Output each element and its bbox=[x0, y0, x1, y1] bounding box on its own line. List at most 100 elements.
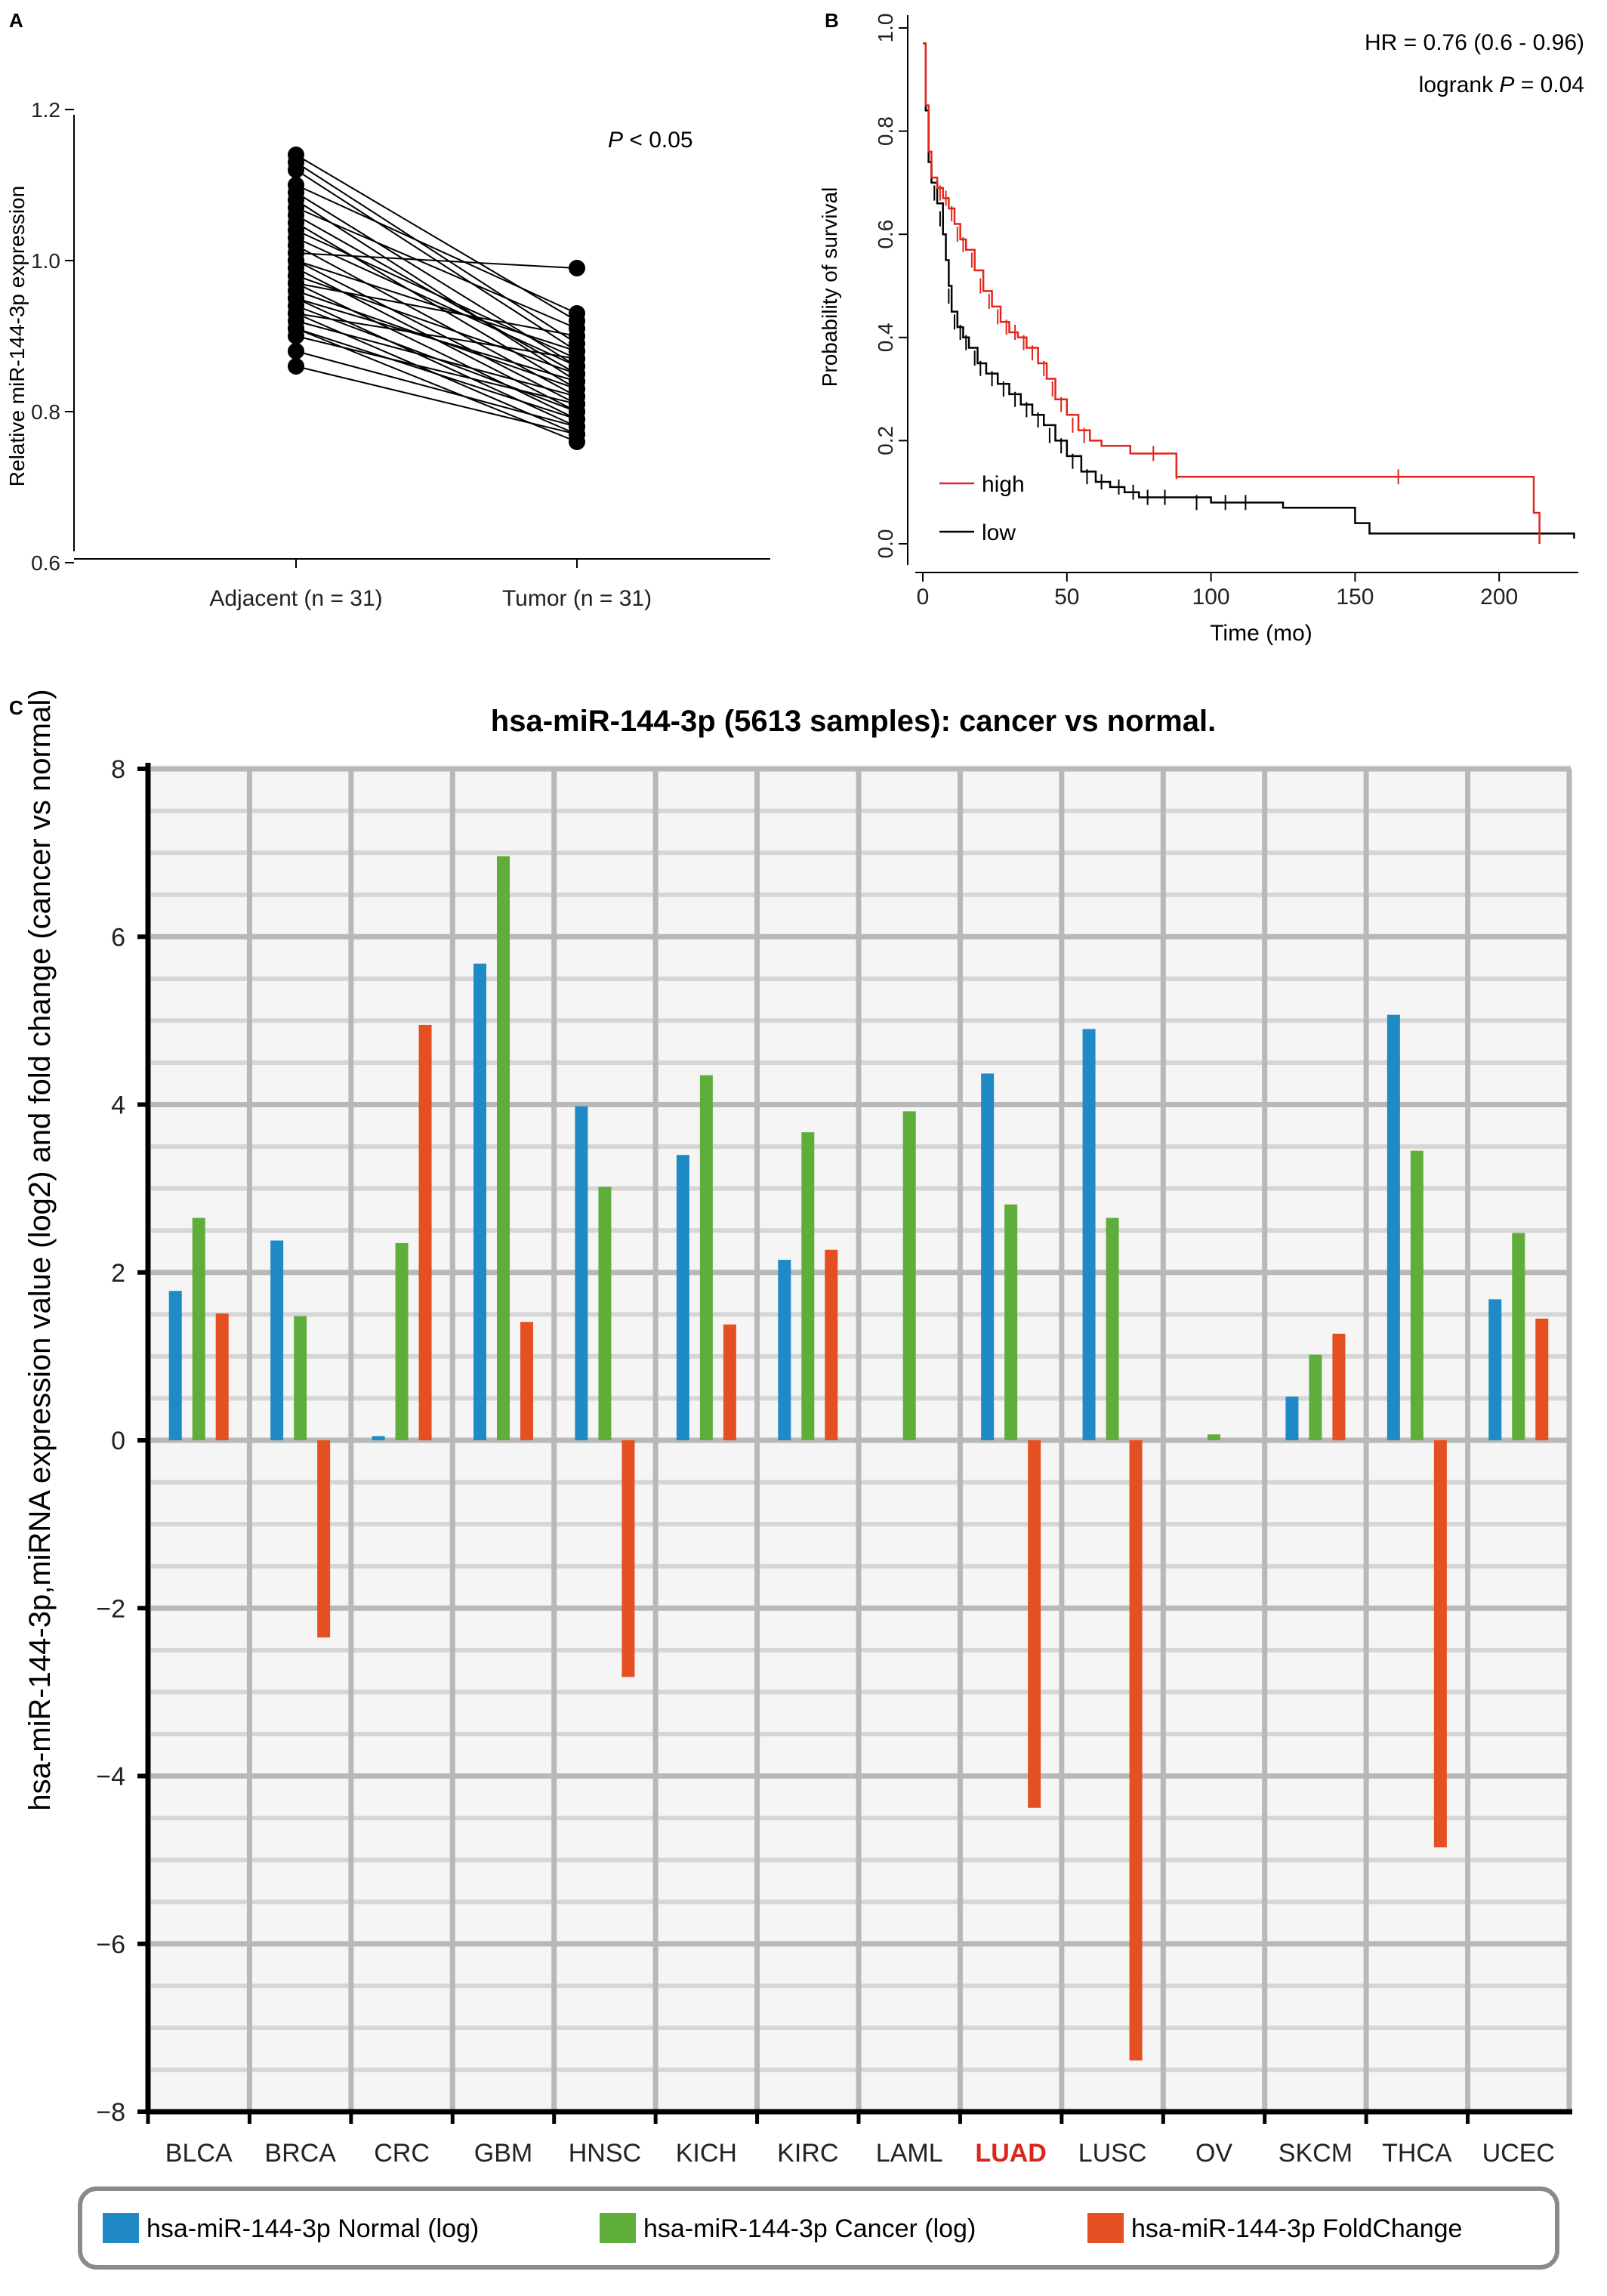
bar-skcm-cancer bbox=[1309, 1354, 1322, 1440]
legend-high-label: high bbox=[982, 472, 1025, 497]
bar-thca-normal bbox=[1386, 1014, 1400, 1440]
legend-cancer-swatch bbox=[600, 2213, 636, 2243]
panel-a-p-value: P < 0.05 bbox=[608, 128, 693, 153]
panel-b-hazard-ratio: HR = 0.76 (0.6 - 0.96) bbox=[1365, 30, 1584, 55]
pair-line bbox=[295, 298, 578, 382]
panel-b-y-ticks: 0.0 0.2 0.4 0.6 0.8 1.0 bbox=[874, 14, 908, 558]
y-tick-label: 8 bbox=[111, 755, 125, 784]
bar-gbm-cancer bbox=[497, 856, 510, 1440]
bar-kirc-foldchange bbox=[825, 1249, 838, 1440]
x-category-label: GBM bbox=[474, 2139, 532, 2168]
bar-kirc-normal bbox=[778, 1260, 791, 1440]
panel-a-y-axis-label: Relative miR-144-3p expression bbox=[5, 186, 29, 486]
tumor-point bbox=[569, 260, 585, 276]
bar-laml-cancer bbox=[902, 1111, 916, 1440]
legend-foldchange-swatch bbox=[1087, 2213, 1124, 2243]
panel-a-data bbox=[288, 147, 585, 450]
x-category-label: BLCA bbox=[165, 2139, 233, 2168]
x-category-label: LAML bbox=[876, 2139, 943, 2168]
y-tick-label: 1.0 bbox=[874, 14, 897, 43]
x-tick-label: 200 bbox=[1480, 585, 1518, 609]
panel-b-curves bbox=[923, 42, 1575, 544]
bar-skcm-normal bbox=[1285, 1396, 1299, 1440]
panel-c-title: hsa-miR-144-3p (5613 samples): cancer vs… bbox=[491, 705, 1216, 738]
pair-line bbox=[295, 335, 578, 405]
adjacent-point bbox=[288, 162, 304, 178]
y-tick-label: −4 bbox=[96, 1763, 125, 1791]
panel-a: A 0.6 0.8 1.0 1.2 Adjacent (n = 31) Tumor (n… bbox=[5, 9, 770, 611]
pair-line bbox=[295, 162, 578, 344]
panel-c-y-axis-label: hsa-miR-144-3p,miRNA expression value (l… bbox=[23, 689, 57, 1810]
x-category-label: SKCM bbox=[1279, 2139, 1353, 2168]
panel-c-x-ticks: BLCA BRCA CRC GBM HNSC KICH KIRC LAML LUAD LUSC OV… bbox=[146, 2112, 1555, 2168]
tumor-point bbox=[569, 305, 585, 322]
bar-lusc-foldchange bbox=[1129, 1440, 1143, 2061]
adjacent-point bbox=[288, 358, 304, 375]
x-tick-label: 150 bbox=[1336, 585, 1374, 609]
panel-c-label: C bbox=[9, 696, 23, 719]
panel-b-label: B bbox=[825, 9, 839, 32]
y-tick-label: 6 bbox=[111, 923, 125, 952]
bar-ov-cancer bbox=[1208, 1434, 1220, 1440]
panel-c-y-ticks: −8 −6 −4 −2 0 2 4 6 8 bbox=[96, 755, 148, 2127]
pair-line bbox=[295, 313, 578, 360]
panel-b-axes bbox=[907, 15, 1578, 573]
pair-line bbox=[295, 237, 578, 367]
y-tick-label: −8 bbox=[96, 2098, 125, 2127]
bar-thca-foldchange bbox=[1433, 1440, 1447, 1847]
bar-blca-normal bbox=[168, 1291, 182, 1440]
bar-kich-cancer bbox=[699, 1075, 713, 1440]
panel-b-x-axis-label: Time (mo) bbox=[1210, 621, 1312, 646]
tumor-point bbox=[569, 328, 585, 344]
pair-line bbox=[295, 260, 578, 352]
bar-lusc-normal bbox=[1082, 1029, 1096, 1440]
y-tick-label: 0.8 bbox=[31, 400, 60, 424]
bar-lusc-cancer bbox=[1106, 1217, 1119, 1440]
panel-c-legend: hsa-miR-144-3p Normal (log) hsa-miR-144-… bbox=[78, 2186, 1559, 2270]
adjacent-point bbox=[288, 328, 304, 344]
legend-normal-swatch bbox=[103, 2213, 139, 2243]
x-tick-label: 50 bbox=[1054, 585, 1079, 609]
panel-a-y-ticks: 0.6 0.8 1.0 1.2 bbox=[31, 98, 74, 575]
y-tick-label: −2 bbox=[96, 1594, 125, 1623]
panel-b-y-axis-label: Probability of survival bbox=[818, 187, 841, 387]
pair-line bbox=[295, 230, 578, 360]
bar-brca-normal bbox=[270, 1240, 284, 1440]
x-category-label: OV bbox=[1195, 2139, 1232, 2168]
bar-ucec-cancer bbox=[1512, 1233, 1525, 1440]
y-tick-label: 4 bbox=[111, 1091, 125, 1120]
pair-line bbox=[295, 282, 578, 337]
y-tick-label: 0.4 bbox=[874, 322, 897, 352]
x-category-label: HNSC bbox=[569, 2139, 641, 2168]
tumor-point bbox=[569, 396, 585, 412]
bar-skcm-foldchange bbox=[1332, 1333, 1346, 1440]
pair-line bbox=[295, 282, 578, 420]
low-survival-curve bbox=[923, 42, 1575, 539]
panel-a-x-ticks: Adjacent (n = 31) Tumor (n = 31) bbox=[209, 559, 652, 611]
x-category-label: CRC bbox=[374, 2139, 430, 2168]
x-category-label: LUAD bbox=[975, 2139, 1046, 2168]
panel-c-grid bbox=[151, 766, 1572, 2112]
high-survival-curve bbox=[923, 42, 1541, 544]
bar-gbm-normal bbox=[473, 963, 486, 1440]
panel-a-label: A bbox=[9, 9, 23, 32]
pair-line bbox=[295, 260, 578, 405]
panel-b-x-ticks: 0 50 100 150 200 bbox=[917, 572, 1518, 609]
x-category-label: Tumor (n = 31) bbox=[502, 586, 652, 611]
y-tick-label: 0.2 bbox=[874, 426, 897, 455]
pair-line bbox=[295, 154, 578, 322]
legend-low-label: low bbox=[982, 520, 1016, 545]
bar-hnsc-cancer bbox=[598, 1187, 612, 1440]
pair-line bbox=[295, 245, 578, 397]
panel-b-logrank-p: logrank P = 0.04 bbox=[1419, 73, 1584, 97]
legend-cancer-label: hsa-miR-144-3p Cancer (log) bbox=[643, 2214, 976, 2243]
panel-b-legend: high low bbox=[939, 472, 1025, 545]
bar-luad-foldchange bbox=[1028, 1440, 1041, 1808]
legend-foldchange-label: hsa-miR-144-3p FoldChange bbox=[1131, 2214, 1462, 2243]
bar-kich-foldchange bbox=[723, 1324, 736, 1440]
panel-c-bars bbox=[168, 856, 1549, 2061]
x-tick-label: 100 bbox=[1192, 585, 1230, 609]
tumor-point bbox=[569, 350, 585, 367]
x-category-label: UCEC bbox=[1482, 2139, 1555, 2168]
bar-brca-foldchange bbox=[317, 1440, 331, 1638]
